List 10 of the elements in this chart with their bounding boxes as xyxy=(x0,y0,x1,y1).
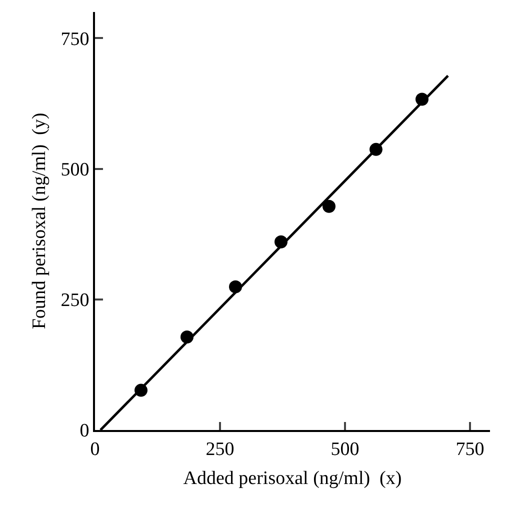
y-tick-label: 750 xyxy=(60,28,90,50)
x-tick-label: 500 xyxy=(330,438,360,460)
y-axis-title: Found perisoxal (ng/ml) (y) xyxy=(29,112,50,330)
y-tick-label: 500 xyxy=(60,159,90,180)
point xyxy=(322,200,336,213)
x-tick-label: 750 xyxy=(456,438,484,460)
x-axis-title: Added perisoxal (ng/ml) (x) xyxy=(183,468,402,490)
y-tick-label: 0 xyxy=(80,420,90,442)
y-tick-label: 250 xyxy=(60,290,90,312)
x-tick-label: 250 xyxy=(206,438,234,460)
